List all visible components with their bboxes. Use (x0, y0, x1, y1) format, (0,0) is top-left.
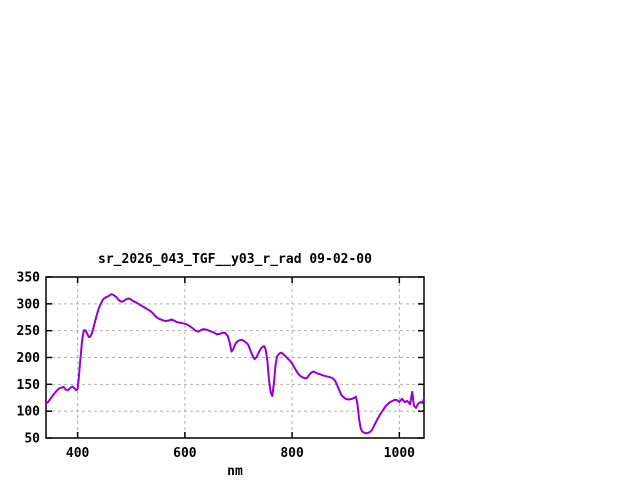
gridlines (46, 277, 424, 438)
x-tick-label: 400 (66, 446, 90, 461)
y-tick-label: 300 (17, 297, 41, 312)
y-tick-label: 350 (17, 271, 41, 286)
spectral-curve (45, 293, 425, 435)
y-tick-label: 100 (17, 405, 41, 420)
chart-title: sr_2026_043_TGF__y03_r_rad 09-02-00 (98, 252, 372, 267)
y-tick-label: 200 (17, 351, 41, 366)
axis-ticks (46, 276, 424, 439)
x-tick-label: 600 (173, 446, 197, 461)
x-tick-label: 1000 (384, 446, 415, 461)
x-axis-label: nm (227, 464, 243, 479)
y-tick-label: 50 (24, 432, 40, 447)
y-tick-label: 250 (17, 324, 41, 339)
x-tick-label: 800 (280, 446, 304, 461)
axis-tick-labels: 400 600 800 1000 50 100 150 200 250 300 350 (17, 271, 416, 462)
y-tick-label: 150 (17, 378, 41, 393)
